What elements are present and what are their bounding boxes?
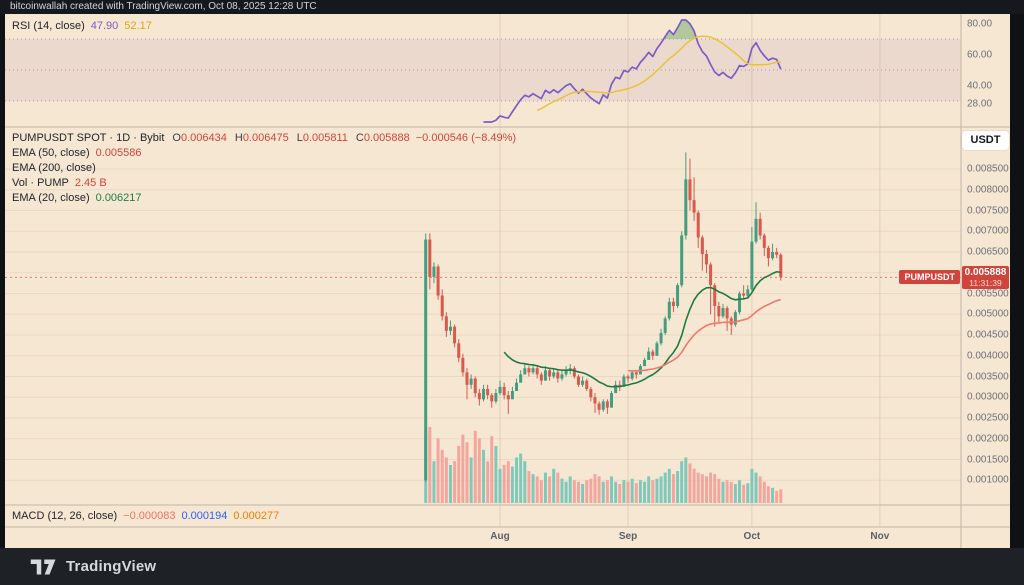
time-axis-label-aug: Aug <box>490 531 510 542</box>
price-axis-label: 0.001000 <box>967 474 1009 486</box>
ema20-value: 0.006217 <box>95 192 142 204</box>
ema20-label: EMA (20, close) <box>12 192 90 204</box>
ema50-value: 0.005586 <box>95 147 142 159</box>
price-axis-label: 0.007000 <box>967 225 1009 237</box>
macd-label: MACD (12, 26, close) <box>12 510 118 522</box>
currency-button[interactable]: USDT <box>962 131 1009 150</box>
time-axis-label-oct: Oct <box>743 531 761 542</box>
symbol-legend[interactable]: PUMPUSDT SPOT · 1D · Bybit O0.006434 H0.00… <box>12 132 516 145</box>
price-axis-label: 0.002500 <box>967 412 1009 424</box>
last-price-badge: 0.005888 11:31:39 <box>962 265 1009 289</box>
low-key: L <box>296 132 303 144</box>
ema20-legend[interactable]: EMA (20, close) 0.006217 <box>12 192 142 205</box>
chart-canvas[interactable] <box>5 14 1010 548</box>
volume-label: Vol · PUMP <box>12 177 69 189</box>
rsi-axis-label: 28.00 <box>967 98 993 110</box>
tradingview-logo-icon[interactable] <box>30 557 57 577</box>
ema200-legend[interactable]: EMA (200, close) <box>12 162 96 175</box>
macd-hist-value: −0.000083 <box>123 510 176 522</box>
rsi-axis-label: 40.00 <box>967 80 993 91</box>
price-axis-label: 0.005500 <box>967 288 1009 299</box>
rsi-value: 47.90 <box>90 20 119 32</box>
footer-bar: TradingView <box>0 548 1024 585</box>
macd-line-value: 0.000194 <box>181 510 228 522</box>
tradingview-wordmark[interactable]: TradingView <box>66 558 157 575</box>
change-value: −0.000546 (−8.49%) <box>415 132 517 144</box>
price-axis-label: 0.004000 <box>967 350 1009 362</box>
last-price-time: 11:31:39 <box>969 277 1002 288</box>
price-axis-label: 0.003500 <box>967 371 1009 382</box>
volume-value: 2.45 B <box>74 177 107 189</box>
open-key: O <box>172 132 181 144</box>
attribution-bar: bitcoinwallah created with TradingView.c… <box>0 0 1024 14</box>
rsi-legend[interactable]: RSI (14, close) 47.90 52.17 <box>12 20 152 33</box>
time-axis-label-nov: Nov <box>870 531 890 542</box>
price-axis-label: 0.008500 <box>967 163 1009 175</box>
time-axis-label-sep: Sep <box>618 531 638 542</box>
close-key: C <box>355 132 364 144</box>
price-axis-label: 0.002000 <box>967 433 1009 445</box>
volume-legend[interactable]: Vol · PUMP 2.45 B <box>12 177 107 190</box>
price-axis-label: 0.004500 <box>967 329 1009 341</box>
symbol-price-label: PUMPUSDT <box>899 269 960 284</box>
attribution-text: bitcoinwallah created with TradingView.c… <box>10 1 317 12</box>
high-key: H <box>234 132 243 144</box>
rsi-ma-value: 52.17 <box>124 20 152 32</box>
price-axis-label: 0.006500 <box>967 246 1009 258</box>
low-value: 0.005811 <box>302 132 348 144</box>
ema50-legend[interactable]: EMA (50, close) 0.005586 <box>12 147 142 160</box>
symbol-title: PUMPUSDT SPOT · 1D · Bybit <box>12 132 165 144</box>
rsi-axis-label: 80.00 <box>967 18 993 29</box>
rsi-legend-title: RSI (14, close) <box>12 20 85 32</box>
price-axis-label: 0.007500 <box>967 205 1009 216</box>
high-value: 0.006475 <box>242 132 289 144</box>
price-axis-label: 0.003000 <box>967 391 1009 403</box>
macd-signal-value: 0.000277 <box>233 510 280 522</box>
price-axis-label: 0.008000 <box>967 184 1009 196</box>
price-axis-label: 0.001500 <box>967 454 1009 465</box>
ema50-label: EMA (50, close) <box>12 147 90 159</box>
open-value: 0.006434 <box>180 132 227 144</box>
macd-legend[interactable]: MACD (12, 26, close) −0.000083 0.000194 0.0… <box>12 510 279 523</box>
chart-area[interactable]: RSI (14, close) 47.90 52.17 PUMPUSDT SPOT … <box>5 14 1010 548</box>
price-axis-label: 0.005000 <box>967 308 1009 320</box>
rsi-axis-label: 60.00 <box>967 49 993 60</box>
last-price-value: 0.005888 <box>964 266 1007 278</box>
close-value: 0.005888 <box>363 132 410 144</box>
ema200-label: EMA (200, close) <box>12 162 96 174</box>
